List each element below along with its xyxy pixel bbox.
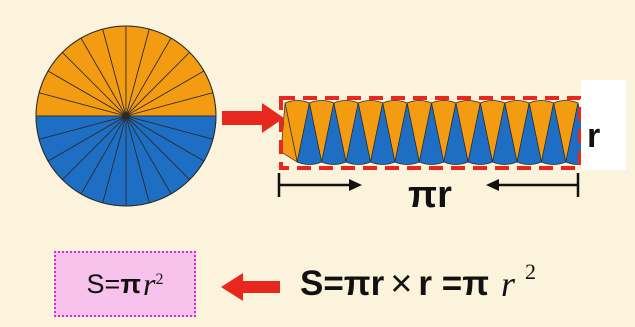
times-symbol: ×: [390, 262, 413, 305]
equals-arrow: [221, 273, 280, 301]
derivation-part2: r =π: [418, 264, 489, 303]
circle-outline: [35, 25, 217, 207]
rearranged-sectors: [280, 100, 591, 165]
transform-arrow: [222, 103, 284, 133]
length-indicator: [277, 173, 580, 197]
derivation-var: r: [501, 264, 516, 304]
formula-var: r: [143, 265, 156, 302]
derivation-exponent: 2: [525, 259, 537, 284]
length-label: πr: [408, 174, 452, 216]
radius-label-bg: [581, 80, 626, 170]
formula-pi: π: [120, 268, 141, 299]
circle-sectors: [35, 25, 217, 207]
area-formula-box: S= π r 2: [54, 251, 196, 317]
area-derivation: S=πr × r =π r 2: [300, 254, 536, 314]
derivation-part1: S=πr: [300, 264, 385, 303]
formula-exponent: 2: [155, 271, 164, 288]
dashed-rectangle: [279, 96, 582, 170]
formula-prefix: S=: [86, 268, 121, 299]
radius-label: r: [587, 117, 600, 155]
